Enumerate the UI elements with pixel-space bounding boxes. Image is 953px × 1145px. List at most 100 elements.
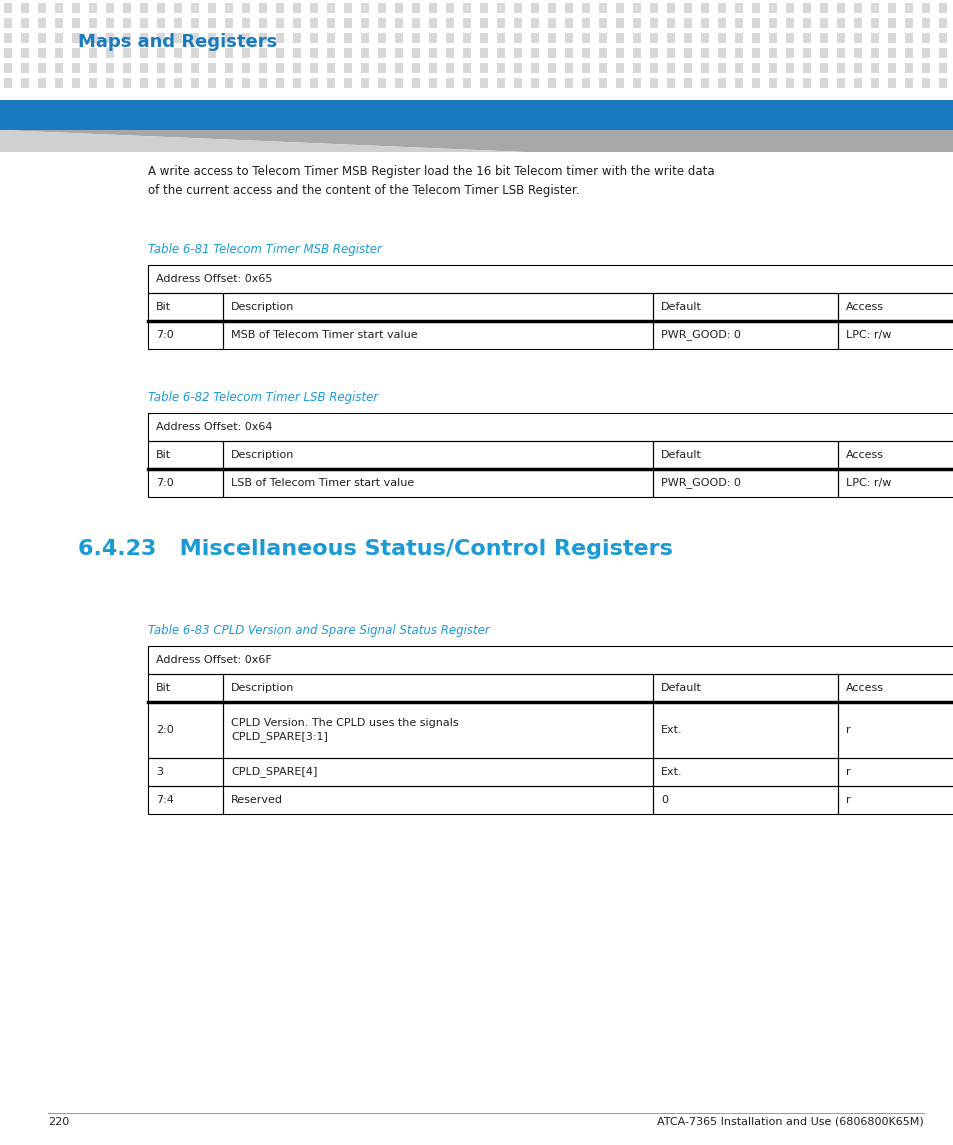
Bar [751, 18, 760, 27]
Bar [310, 63, 317, 73]
Text: r: r [845, 767, 850, 777]
Bar [395, 18, 402, 27]
Bar [531, 33, 538, 44]
Text: r: r [845, 795, 850, 805]
Bar [904, 33, 912, 44]
Bar [547, 48, 556, 58]
Bar [140, 33, 148, 44]
Text: Description: Description [231, 450, 294, 460]
Bar [837, 702, 953, 758]
Text: Bit: Bit [156, 450, 171, 460]
Bar [700, 18, 708, 27]
Bar [666, 18, 675, 27]
Bar [275, 78, 284, 88]
Bar [462, 48, 471, 58]
Bar [223, 785, 652, 814]
Bar [633, 63, 640, 73]
Bar [547, 18, 556, 27]
Bar [148, 785, 223, 814]
Bar [293, 3, 301, 13]
Bar [55, 63, 63, 73]
Bar [938, 33, 946, 44]
Bar [106, 78, 113, 88]
Bar [514, 3, 521, 13]
Bar [71, 78, 80, 88]
Bar [497, 18, 504, 27]
Polygon shape [0, 131, 953, 152]
Bar [89, 3, 97, 13]
Bar [649, 63, 658, 73]
Bar [148, 702, 223, 758]
Bar [377, 33, 386, 44]
Text: 7:0: 7:0 [156, 477, 173, 488]
Bar [514, 18, 521, 27]
Bar [666, 33, 675, 44]
Text: ATCA-7365 Installation and Use (6806800K65M): ATCA-7365 Installation and Use (6806800K… [657, 1118, 923, 1127]
Bar [564, 48, 573, 58]
Bar [310, 48, 317, 58]
Bar [157, 63, 165, 73]
Bar [55, 33, 63, 44]
Bar [4, 78, 12, 88]
Bar [223, 441, 652, 469]
Bar [649, 3, 658, 13]
Polygon shape [0, 131, 524, 152]
Bar [71, 48, 80, 58]
Bar [395, 48, 402, 58]
Bar [479, 78, 488, 88]
Bar [310, 3, 317, 13]
Bar [820, 78, 827, 88]
Bar [55, 3, 63, 13]
Bar [71, 63, 80, 73]
Bar [148, 758, 223, 785]
Bar [820, 48, 827, 58]
Text: PWR_GOOD: 0: PWR_GOOD: 0 [660, 330, 740, 340]
Bar [938, 78, 946, 88]
Bar [870, 33, 878, 44]
Bar [412, 63, 419, 73]
Bar [208, 33, 215, 44]
Bar [106, 48, 113, 58]
Bar [768, 33, 776, 44]
Bar [123, 3, 131, 13]
Bar [344, 3, 352, 13]
Bar [412, 3, 419, 13]
Bar [55, 18, 63, 27]
Bar [616, 48, 623, 58]
Bar [479, 33, 488, 44]
Bar [275, 33, 284, 44]
Text: Table 6-83 CPLD Version and Spare Signal Status Register: Table 6-83 CPLD Version and Spare Signal… [148, 624, 489, 637]
Bar [225, 78, 233, 88]
Text: 7:0: 7:0 [156, 330, 173, 340]
Bar [123, 48, 131, 58]
Text: MSB of Telecom Timer start value: MSB of Telecom Timer start value [231, 330, 417, 340]
Bar [718, 78, 725, 88]
Bar [785, 33, 793, 44]
Text: 220: 220 [48, 1118, 70, 1127]
Bar [258, 3, 267, 13]
Bar [785, 63, 793, 73]
Bar [242, 63, 250, 73]
Bar [938, 3, 946, 13]
Bar [446, 33, 454, 44]
Bar [751, 33, 760, 44]
Bar [327, 48, 335, 58]
Bar [616, 63, 623, 73]
Bar [598, 3, 606, 13]
Bar [327, 78, 335, 88]
Bar [344, 48, 352, 58]
Bar [395, 33, 402, 44]
Bar [547, 3, 556, 13]
Bar [140, 3, 148, 13]
Bar [140, 18, 148, 27]
Bar [157, 48, 165, 58]
Bar [148, 674, 223, 702]
Bar [547, 33, 556, 44]
Bar [38, 78, 46, 88]
Bar [412, 33, 419, 44]
Bar [191, 3, 199, 13]
Bar [649, 33, 658, 44]
Bar [853, 3, 862, 13]
Bar [89, 18, 97, 27]
Bar [173, 48, 182, 58]
